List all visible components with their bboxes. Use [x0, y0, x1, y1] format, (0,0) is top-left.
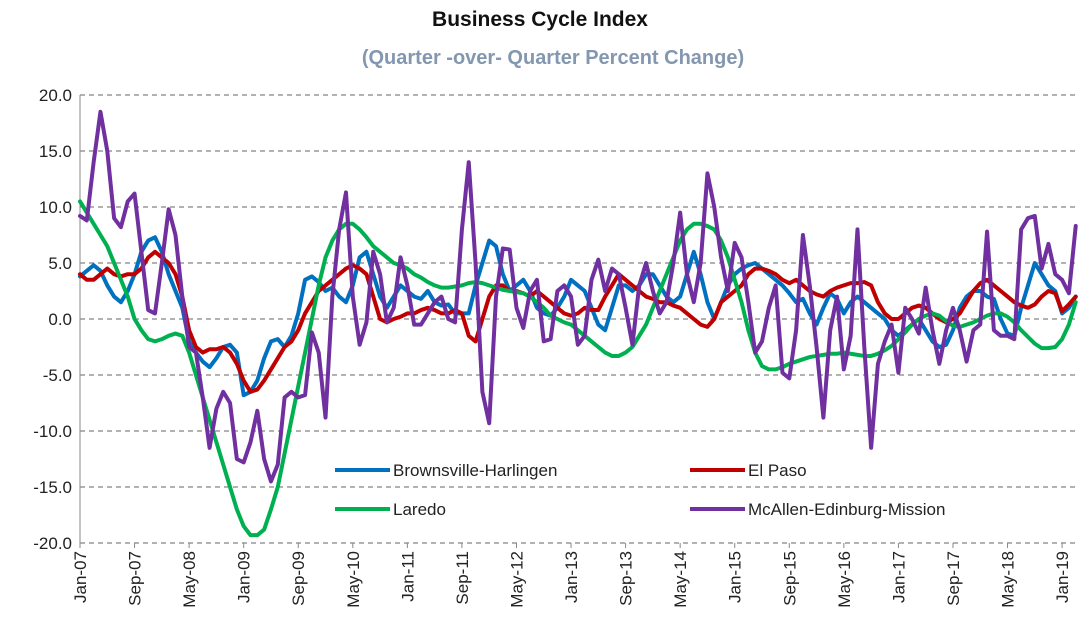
chart-subtitle: (Quarter -over- Quarter Percent Change) [362, 47, 744, 69]
y-tick-label: 20.0 [39, 86, 72, 105]
legend-label: Brownsville-Harlingen [393, 461, 557, 480]
series-line [78, 109, 1078, 484]
x-tick-label: Jan-15 [726, 551, 745, 603]
x-tick-label: May-14 [671, 551, 690, 608]
x-tick-label: Sep-11 [453, 551, 472, 605]
x-tick-label: Jan-07 [71, 551, 90, 603]
series-line [78, 249, 1078, 394]
x-tick-label: Sep-13 [617, 551, 636, 606]
x-tick-label: Jan-11 [398, 551, 417, 602]
chart-title: Business Cycle Index [432, 8, 648, 31]
y-tick-label: -5.0 [43, 366, 72, 385]
y-tick-label: -15.0 [33, 478, 72, 497]
y-tick-label: 0.0 [48, 310, 72, 329]
x-tick-label: May-18 [999, 551, 1018, 608]
x-tick-label: Sep-07 [126, 551, 145, 606]
y-tick-label: 15.0 [39, 142, 72, 161]
x-tick-label: May-16 [835, 551, 854, 608]
y-tick-label: -20.0 [33, 534, 72, 553]
legend-label: Laredo [393, 500, 446, 519]
x-tick-label: Sep-17 [944, 551, 963, 606]
y-tick-label: 5.0 [48, 254, 72, 273]
x-tick-label: May-08 [180, 551, 199, 608]
legend-label: McAllen-Edinburg-Mission [748, 500, 945, 519]
y-tick-label: 10.0 [39, 198, 72, 217]
x-tick-label: Jan-09 [235, 551, 254, 603]
x-tick-label: May-10 [344, 551, 363, 608]
x-tick-label: Jan-19 [1053, 551, 1072, 603]
legend-label: El Paso [748, 461, 807, 480]
y-tick-label: -10.0 [33, 422, 72, 441]
series-line [78, 199, 1078, 538]
x-tick-label: Jan-17 [889, 551, 908, 603]
x-tick-label: Jan-13 [562, 551, 581, 603]
x-tick-label: Sep-15 [780, 551, 799, 606]
x-tick-label: May-12 [507, 551, 526, 608]
x-tick-label: Sep-09 [289, 551, 308, 606]
